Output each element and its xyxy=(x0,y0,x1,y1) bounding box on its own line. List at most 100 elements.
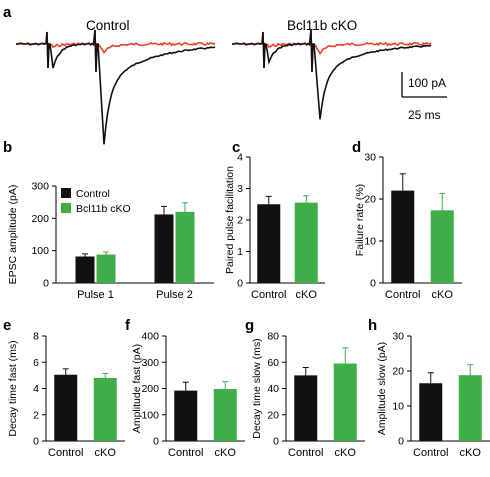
x-tick-label-e: Control xyxy=(48,447,83,459)
legend-swatch-control xyxy=(61,188,71,198)
y-axis-label-f: Amplitude fast (pA) xyxy=(131,344,143,433)
legend: Control Bcl11b cKO xyxy=(61,188,131,215)
chart-d: d 0 10 20 30 Failure rate (%) Control cKO xyxy=(352,139,462,301)
bar-c-control xyxy=(257,204,281,283)
y-axis-label-c: Paired pulse facilitation xyxy=(224,166,236,274)
bar-h-cko xyxy=(458,375,482,441)
y-axis-label-d: Failure rate (%) xyxy=(354,184,366,256)
y-tick-label-d: 0 xyxy=(370,278,376,290)
panel-label-g: g xyxy=(245,317,254,334)
x-tick-label-d: Control xyxy=(385,289,420,301)
y-axis-label-g: Decay time slow (ms) xyxy=(251,338,263,438)
y-tick-label-h: 10 xyxy=(392,401,404,413)
panel-label-a: a xyxy=(3,4,12,21)
y-tick-label-c: 3 xyxy=(237,183,243,195)
y-tick-label-f: 200 xyxy=(141,383,159,395)
y-tick-label-g: 0 xyxy=(273,436,279,448)
y-tick-label-e: 2 xyxy=(33,409,39,421)
y-tick-label-g: 20 xyxy=(267,409,279,421)
panel-label-e: e xyxy=(3,317,11,334)
panel-label-h: h xyxy=(368,317,377,334)
x-tick-label-h: Control xyxy=(413,447,448,459)
y-tick-label-e: 0 xyxy=(33,436,39,448)
panel-label-b: b xyxy=(3,139,12,156)
legend-swatch-cko xyxy=(61,203,71,213)
y-tick-label-c: 0 xyxy=(237,278,243,290)
bar-b-control-1 xyxy=(154,214,174,283)
y-tick-label-g: 80 xyxy=(267,331,279,343)
x-tick-label-d: cKO xyxy=(432,289,454,301)
bar-g-control xyxy=(294,375,318,441)
x-tick-label-b: Pulse 2 xyxy=(156,289,193,301)
legend-label-control: Control xyxy=(76,188,110,200)
bar-f-control xyxy=(174,390,198,441)
y-tick-label-c: 4 xyxy=(237,152,243,164)
bar-f-cko xyxy=(213,389,237,441)
trace-control-black xyxy=(15,29,216,145)
panel-label-f: f xyxy=(125,317,131,334)
y-axis-label-h: Amplitude slow (pA) xyxy=(376,342,388,435)
y-tick-label-b: 0 xyxy=(43,278,49,290)
y-tick-label-c: 2 xyxy=(237,215,243,227)
y-tick-label-f: 300 xyxy=(141,357,159,369)
scale-label-current: 100 pA xyxy=(408,76,446,90)
y-tick-label-f: 100 xyxy=(141,409,159,421)
x-tick-label-f: Control xyxy=(168,447,203,459)
x-tick-label-c: cKO xyxy=(296,289,318,301)
y-tick-label-d: 30 xyxy=(364,152,376,164)
y-tick-label-b: 200 xyxy=(31,213,49,225)
bar-b-cko-0 xyxy=(96,254,116,283)
trace-title-control: Control xyxy=(86,18,130,33)
y-axis-label-e: Decay time fast (ms) xyxy=(7,340,19,436)
panel-label-c: c xyxy=(232,139,240,156)
bar-b-control-0 xyxy=(75,256,95,283)
x-tick-label-g: Control xyxy=(288,447,323,459)
y-tick-label-h: 30 xyxy=(392,331,404,343)
panel-label-d: d xyxy=(352,139,361,156)
bar-e-cko xyxy=(93,378,117,441)
bar-c-cko xyxy=(294,202,318,283)
trace-cko-red xyxy=(231,29,432,73)
y-tick-label-e: 8 xyxy=(33,331,39,343)
y-tick-label-e: 4 xyxy=(33,383,39,395)
y-tick-label-b: 300 xyxy=(31,181,49,193)
x-tick-label-h: cKO xyxy=(460,447,482,459)
y-tick-label-b: 100 xyxy=(31,245,49,257)
y-tick-label-e: 6 xyxy=(33,357,39,369)
trace-control-red xyxy=(15,29,216,73)
chart-e: e 0 2 4 6 8 Decay time fast (ms) Control cKO xyxy=(3,317,125,459)
y-tick-label-f: 400 xyxy=(141,331,159,343)
bar-d-control xyxy=(391,190,415,283)
y-tick-label-d: 10 xyxy=(364,236,376,248)
bar-e-control xyxy=(54,374,78,441)
y-tick-label-d: 20 xyxy=(364,194,376,206)
y-tick-label-c: 1 xyxy=(237,246,243,258)
bar-d-cko xyxy=(430,210,454,283)
chart-g: g 0 20 40 60 80 Decay time slow (ms) Control cKO xyxy=(245,317,365,459)
y-axis-label-b: EPSC amplitude (pA) xyxy=(7,185,19,285)
bar-h-control xyxy=(419,383,443,441)
y-tick-label-f: 0 xyxy=(153,436,159,448)
y-tick-label-h: 0 xyxy=(398,436,404,448)
bar-b-cko-1 xyxy=(175,211,195,283)
chart-b: b 0 100 200 300 EPSC amplitude (pA) Pulse 1 Pul… xyxy=(3,139,214,301)
bar-g-cko xyxy=(333,363,357,441)
y-tick-label-g: 40 xyxy=(267,383,279,395)
trace-title-cko: Bcl11b cKO xyxy=(287,18,357,33)
y-tick-label-g: 60 xyxy=(267,357,279,369)
x-tick-label-g: cKO xyxy=(335,447,357,459)
scale-label-time: 25 ms xyxy=(408,108,441,122)
chart-h: h 0 10 20 30 Amplitude slow (pA) Control cKO xyxy=(368,317,490,459)
legend-label-cko: Bcl11b cKO xyxy=(76,203,131,215)
x-tick-label-f: cKO xyxy=(215,447,237,459)
y-tick-label-h: 20 xyxy=(392,366,404,378)
trace-cko-black xyxy=(231,29,432,120)
x-tick-label-b: Pulse 1 xyxy=(77,289,114,301)
x-tick-label-e: cKO xyxy=(95,447,117,459)
x-tick-label-c: Control xyxy=(251,289,286,301)
panel-a-traces: a Control Bcl11b cKO 100 pA 25 ms xyxy=(3,4,447,145)
